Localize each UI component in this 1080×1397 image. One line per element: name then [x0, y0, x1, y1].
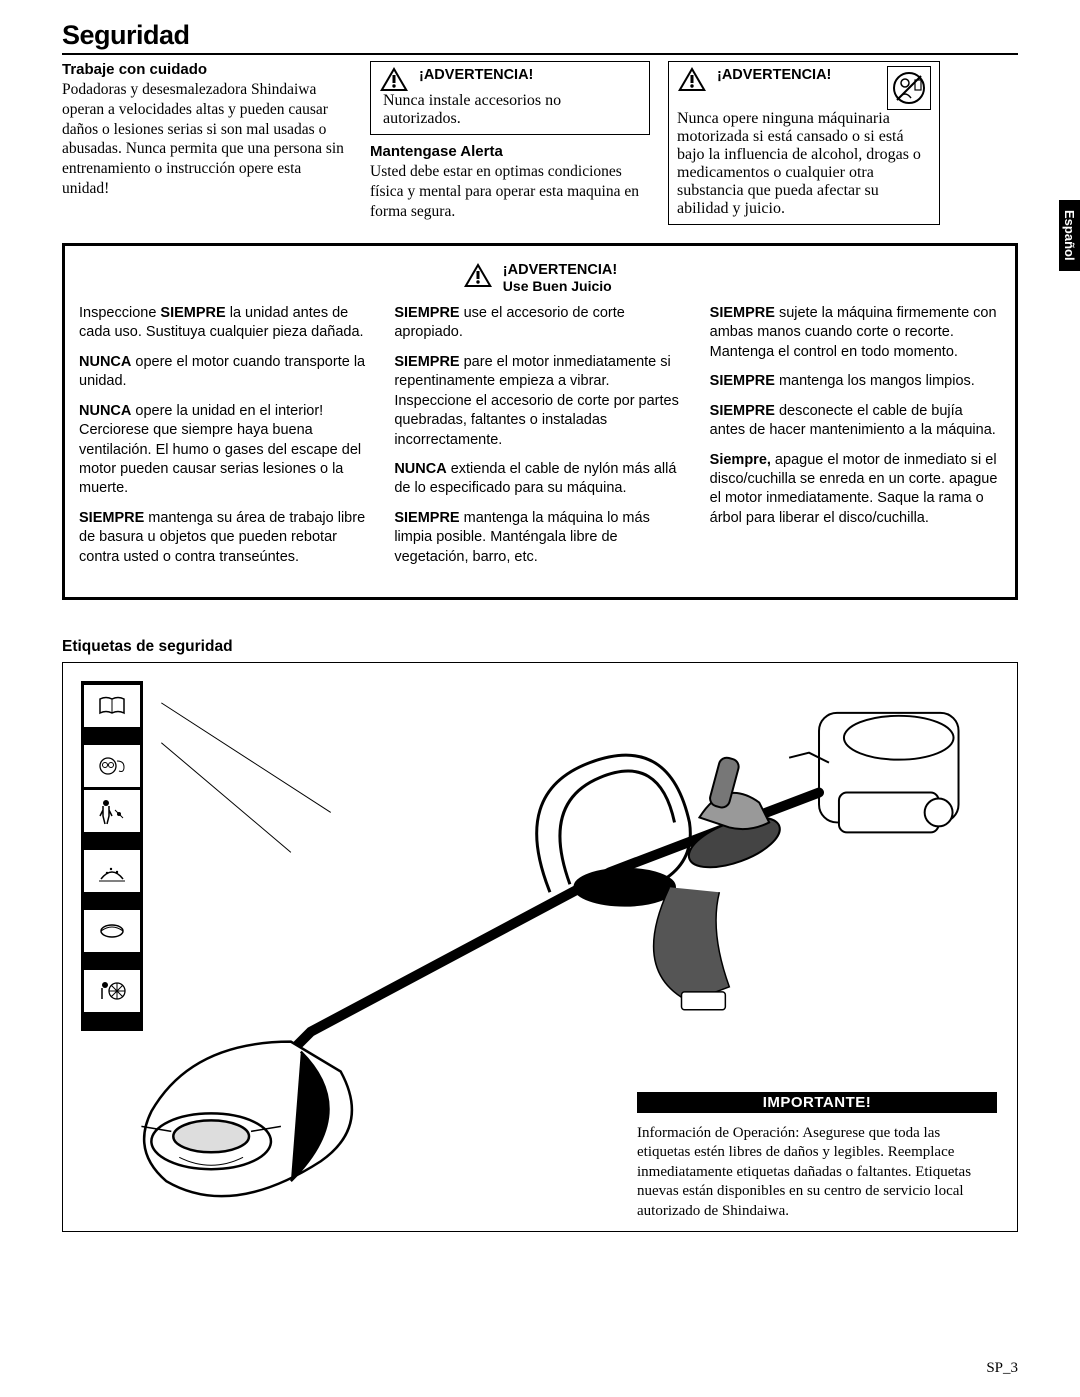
safety-labels-diagram: IMPORTANTE! Información de Operación: As… — [62, 662, 1018, 1232]
page-number: SP_3 — [986, 1360, 1018, 1377]
list-item: SIEMPRE desconecte el cable de bujía ant… — [710, 402, 1001, 441]
warning-body: Nunca opere ninguna máquinaria motorizad… — [677, 110, 931, 218]
list-item: SIEMPRE use el accesorio de corte apropi… — [394, 304, 685, 343]
list-col-2: SIEMPRE use el accesorio de corte apropi… — [394, 304, 685, 577]
body-work: Podadoras y desesmalezadora Shindaiwa op… — [62, 80, 352, 199]
center-warning: ¡ADVERTENCIA! Use Buen Juicio — [79, 262, 1001, 294]
heading-safety-labels: Etiquetas de seguridad — [62, 638, 1018, 656]
warning-box-operate: ¡ADVERTENCIA! Nunca opere ninguna máquin… — [668, 61, 940, 225]
importante-body: Información de Operación: Asegurese que … — [637, 1124, 997, 1222]
warning-triangle-icon — [379, 66, 409, 92]
warning-body: Nunca instale accesorios no autorizados. — [383, 92, 641, 128]
list-item: Inspeccione SIEMPRE la unidad antes de c… — [79, 304, 370, 343]
list-item: SIEMPRE mantenga los mangos limpios. — [710, 372, 1001, 391]
list-col-3: SIEMPRE sujete la máquina firmemente con… — [710, 304, 1001, 577]
list-item: SIEMPRE mantenga la máquina lo más limpi… — [394, 509, 685, 567]
heading-work: Trabaje con cuidado — [62, 61, 352, 78]
list-item: Siempre, apague el motor de inmediato si… — [710, 451, 1001, 529]
heading-alert: Mantengase Alerta — [370, 143, 650, 160]
body-alert: Usted debe estar en optimas condiciones … — [370, 162, 650, 221]
list-item: SIEMPRE sujete la máquina firmemente con… — [710, 304, 1001, 362]
list-item: NUNCA opere la unidad en el interior! Ce… — [79, 402, 370, 499]
list-item: SIEMPRE mantenga su área de trabajo libr… — [79, 509, 370, 567]
warning-triangle-icon — [677, 66, 707, 92]
list-col-1: Inspeccione SIEMPRE la unidad antes de c… — [79, 304, 370, 577]
list-item: SIEMPRE pare el motor inmediatamente si … — [394, 353, 685, 450]
warning-sub: Use Buen Juicio — [503, 278, 617, 294]
importante-bar: IMPORTANTE! — [637, 1092, 997, 1113]
warning-box-accessories: ¡ADVERTENCIA! Nunca instale accesorios n… — [370, 61, 650, 135]
three-column-list: Inspeccione SIEMPRE la unidad antes de c… — [79, 304, 1001, 577]
warning-triangle-icon — [463, 262, 493, 288]
page-title: Seguridad — [62, 20, 1018, 55]
warning-header: ¡ADVERTENCIA! — [717, 67, 831, 83]
column-stay-alert: ¡ADVERTENCIA! Nunca instale accesorios n… — [370, 61, 650, 233]
warning-header: ¡ADVERTENCIA! — [503, 262, 617, 278]
column-never-operate: ¡ADVERTENCIA! Nunca opere ninguna máquin… — [668, 61, 940, 233]
large-warning-box: ¡ADVERTENCIA! Use Buen Juicio Inspeccion… — [62, 243, 1018, 600]
top-row: Trabaje con cuidado Podadoras y desesmal… — [62, 61, 1018, 233]
warning-header: ¡ADVERTENCIA! — [419, 66, 533, 85]
list-item: NUNCA opere el motor cuando transporte l… — [79, 353, 370, 392]
list-item: NUNCA extienda el cable de nylón más all… — [394, 460, 685, 499]
column-work-carefully: Trabaje con cuidado Podadoras y desesmal… — [62, 61, 352, 233]
no-operate-icon — [887, 66, 931, 110]
language-tab: Español — [1059, 200, 1080, 271]
